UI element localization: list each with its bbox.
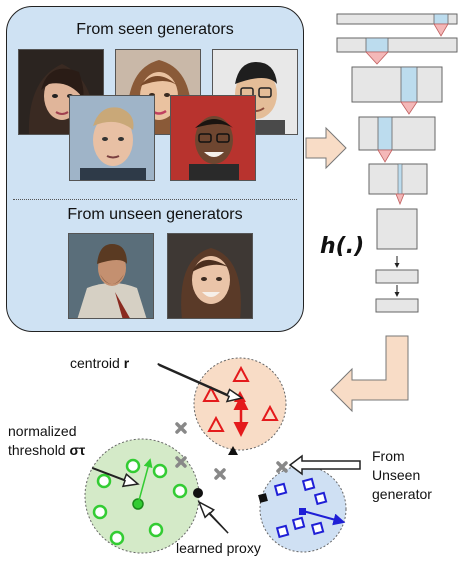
proxy-pointer-arrow — [197, 500, 229, 534]
network-layer-3 — [351, 66, 443, 103]
face-image-seen-4 — [69, 95, 155, 181]
unseen-generator-label-line3: generator — [372, 486, 432, 502]
panel-divider — [13, 199, 297, 200]
network-fc-2 — [375, 298, 419, 313]
green-proxy — [193, 488, 203, 498]
image-panel: From seen generators From unseen generat… — [6, 6, 304, 332]
threshold-pointer-arrow — [91, 466, 140, 488]
face-image-seen-5 — [170, 95, 256, 181]
unseen-generators-title: From unseen generators — [67, 206, 243, 223]
face-image-unseen-2 — [167, 233, 253, 319]
network-layer-6 — [376, 208, 418, 250]
blue-proxy — [258, 493, 268, 503]
centroid-label-text: centroid — [70, 355, 120, 371]
centroid-pointer-arrow — [157, 363, 244, 403]
threshold-label-line2: threshold στ — [8, 442, 85, 458]
red-triangle-samples — [202, 365, 279, 432]
other-proxies — [175, 422, 288, 480]
network-kernel-1 — [433, 13, 449, 25]
green-radius-arrow — [137, 458, 153, 505]
unseen-pointer-arrow — [288, 454, 361, 476]
network-kernel-3 — [400, 66, 418, 103]
network-kernel-4 — [377, 116, 393, 151]
output-arrow — [330, 335, 409, 413]
network-layer-2 — [336, 37, 458, 53]
blue-radius-arrow — [302, 510, 346, 526]
threshold-symbol: στ — [69, 442, 86, 458]
threshold-label-line1: normalized — [8, 423, 77, 439]
blue-square-samples — [273, 477, 328, 539]
face-image-unseen-1 — [68, 233, 154, 319]
red-proxy — [228, 446, 238, 455]
input-arrow — [305, 126, 347, 170]
unseen-generator-label-line1: From — [372, 448, 405, 464]
blue-centroid — [299, 508, 306, 515]
network-kernel-2 — [365, 37, 389, 53]
seen-generators-title: From seen generators — [76, 21, 234, 38]
threshold-label-text: threshold — [8, 442, 66, 458]
centroid-symbol: r — [123, 355, 130, 371]
unseen-generator-label-line2: Unseen — [372, 467, 421, 483]
learned-proxy-label: learned proxy — [176, 540, 261, 556]
network-function-label: h(.) — [320, 234, 365, 259]
centroid-label: centroid r — [70, 355, 129, 371]
network-fc-1 — [375, 269, 419, 284]
green-circle-samples — [92, 458, 188, 546]
network-diagram — [336, 13, 458, 313]
network-layer-4 — [358, 116, 436, 151]
network-kernel-5 — [397, 163, 403, 195]
network-layer-1 — [336, 13, 458, 25]
